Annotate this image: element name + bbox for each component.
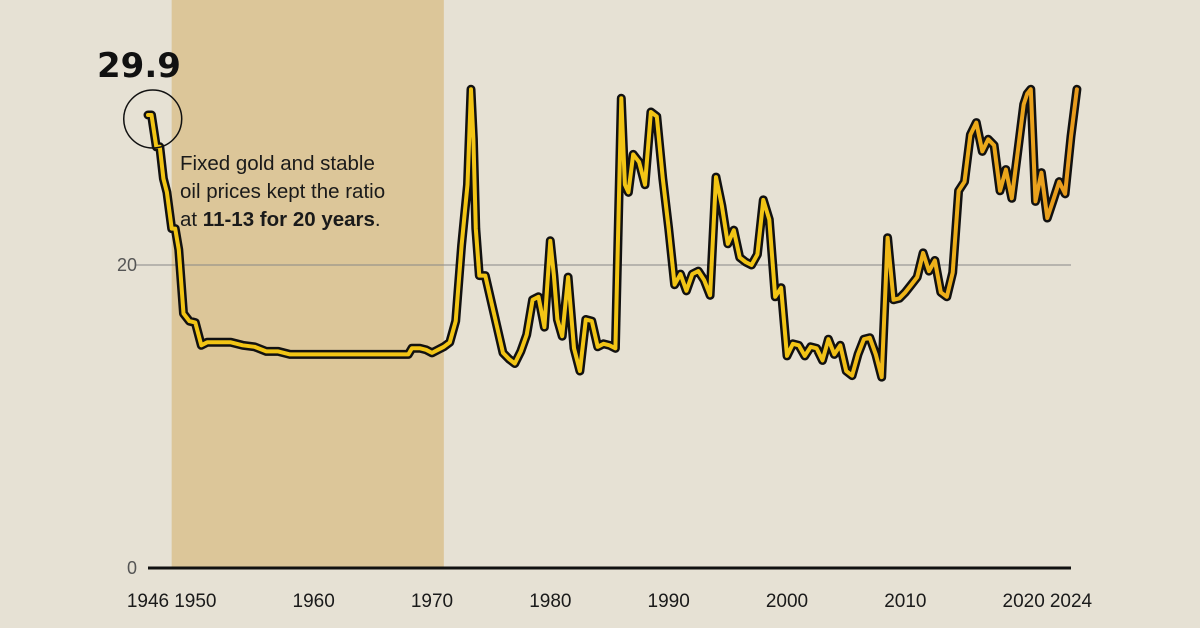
callout-value: 29.9 xyxy=(97,46,181,86)
x-tick-label-2024: 2024 xyxy=(1050,591,1093,612)
x-tick-label-1990: 1990 xyxy=(648,591,690,612)
x-tick-label-2000: 2000 xyxy=(766,591,808,612)
x-tick-label-2020: 2020 xyxy=(1003,591,1045,612)
shaded-period-layer xyxy=(171,0,444,568)
annotation-text: Fixed gold and stable oil prices kept th… xyxy=(180,150,440,234)
x-tick-label-1960: 1960 xyxy=(293,591,335,612)
axis-layer: 1946 1950 1960 1970 1980 1990 2000 2010 2020 2024… xyxy=(117,255,1093,612)
x-tick-label-1970: 1970 xyxy=(411,591,453,612)
callout-circle xyxy=(122,89,183,149)
annotation-line-3-suffix: . xyxy=(374,208,381,231)
shaded-period xyxy=(171,0,444,568)
series-layer xyxy=(143,84,1082,382)
annotation-line-1: Fixed gold and stable xyxy=(180,152,375,175)
x-tick-label-1950: 1950 xyxy=(174,591,216,612)
y-tick-label-0: 0 xyxy=(127,558,137,578)
callout-layer: 29.9 xyxy=(97,46,183,149)
annotation-line-2: oil prices kept the ratio xyxy=(180,180,386,203)
x-tick-label-2010: 2010 xyxy=(884,591,926,612)
x-tick-label-1980: 1980 xyxy=(529,591,571,612)
x-tick-label-1946: 1946 xyxy=(127,591,169,612)
annotation-line-3-prefix: at xyxy=(180,208,203,231)
annotation-line-3-bold: 11-13 for 20 years xyxy=(202,208,375,231)
y-tick-label-20: 20 xyxy=(117,255,137,275)
series-line-0 xyxy=(146,87,1079,380)
